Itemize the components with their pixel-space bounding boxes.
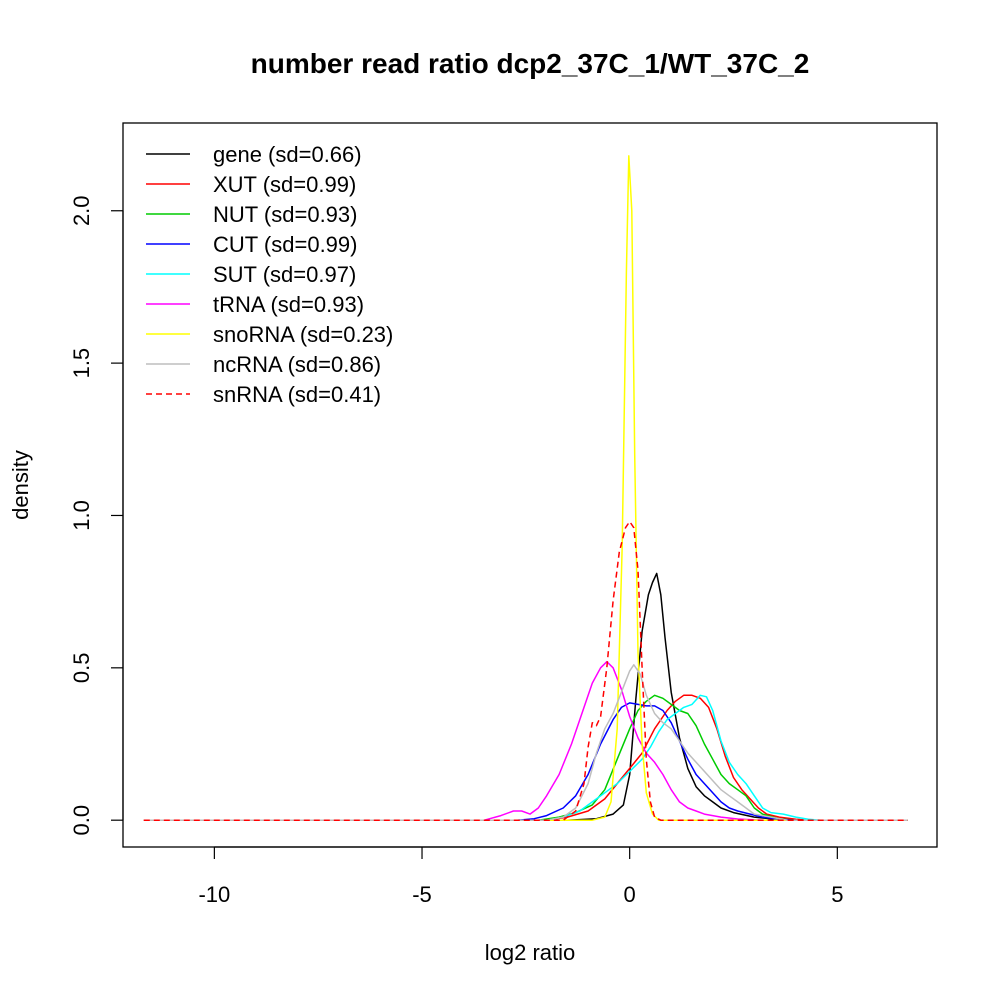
x-tick-label: 5 xyxy=(831,882,843,907)
x-axis-title: log2 ratio xyxy=(485,940,576,965)
x-tick-label: -10 xyxy=(198,882,230,907)
x-tick-label: -5 xyxy=(412,882,432,907)
legend-label-8: snRNA (sd=0.41) xyxy=(213,382,381,407)
legend-label-6: snoRNA (sd=0.23) xyxy=(213,322,393,347)
legend-label-1: XUT (sd=0.99) xyxy=(213,172,356,197)
series-line-1 xyxy=(143,694,908,821)
y-tick-label: 0.5 xyxy=(69,653,94,684)
y-tick-label: 0.0 xyxy=(69,805,94,836)
series-line-4 xyxy=(143,694,908,821)
legend-label-3: CUT (sd=0.99) xyxy=(213,232,357,257)
x-tick-label: 0 xyxy=(624,882,636,907)
y-axis-title: density xyxy=(8,450,33,520)
series-line-7 xyxy=(143,664,908,821)
series-line-6 xyxy=(143,155,908,821)
y-tick-label: 2.0 xyxy=(69,195,94,226)
series-line-3 xyxy=(143,702,908,821)
y-tick-label: 1.5 xyxy=(69,348,94,379)
legend-label-2: NUT (sd=0.93) xyxy=(213,202,357,227)
legend-label-7: ncRNA (sd=0.86) xyxy=(213,352,381,377)
legend: gene (sd=0.66) XUT (sd=0.99) NUT (sd=0.93)… xyxy=(146,142,393,407)
legend-label-5: tRNA (sd=0.93) xyxy=(213,292,364,317)
x-axis: -10 -5 0 5 xyxy=(198,846,843,907)
y-axis: 0.0 0.5 1.0 1.5 2.0 xyxy=(69,195,124,836)
series-layer xyxy=(143,155,908,821)
y-tick-label: 1.0 xyxy=(69,500,94,531)
series-line-0 xyxy=(143,572,908,821)
series-line-5 xyxy=(143,660,908,821)
legend-label-0: gene (sd=0.66) xyxy=(213,142,362,167)
chart-title: number read ratio dcp2_37C_1/WT_37C_2 xyxy=(251,48,810,79)
series-line-8 xyxy=(143,520,908,821)
legend-label-4: SUT (sd=0.97) xyxy=(213,262,356,287)
